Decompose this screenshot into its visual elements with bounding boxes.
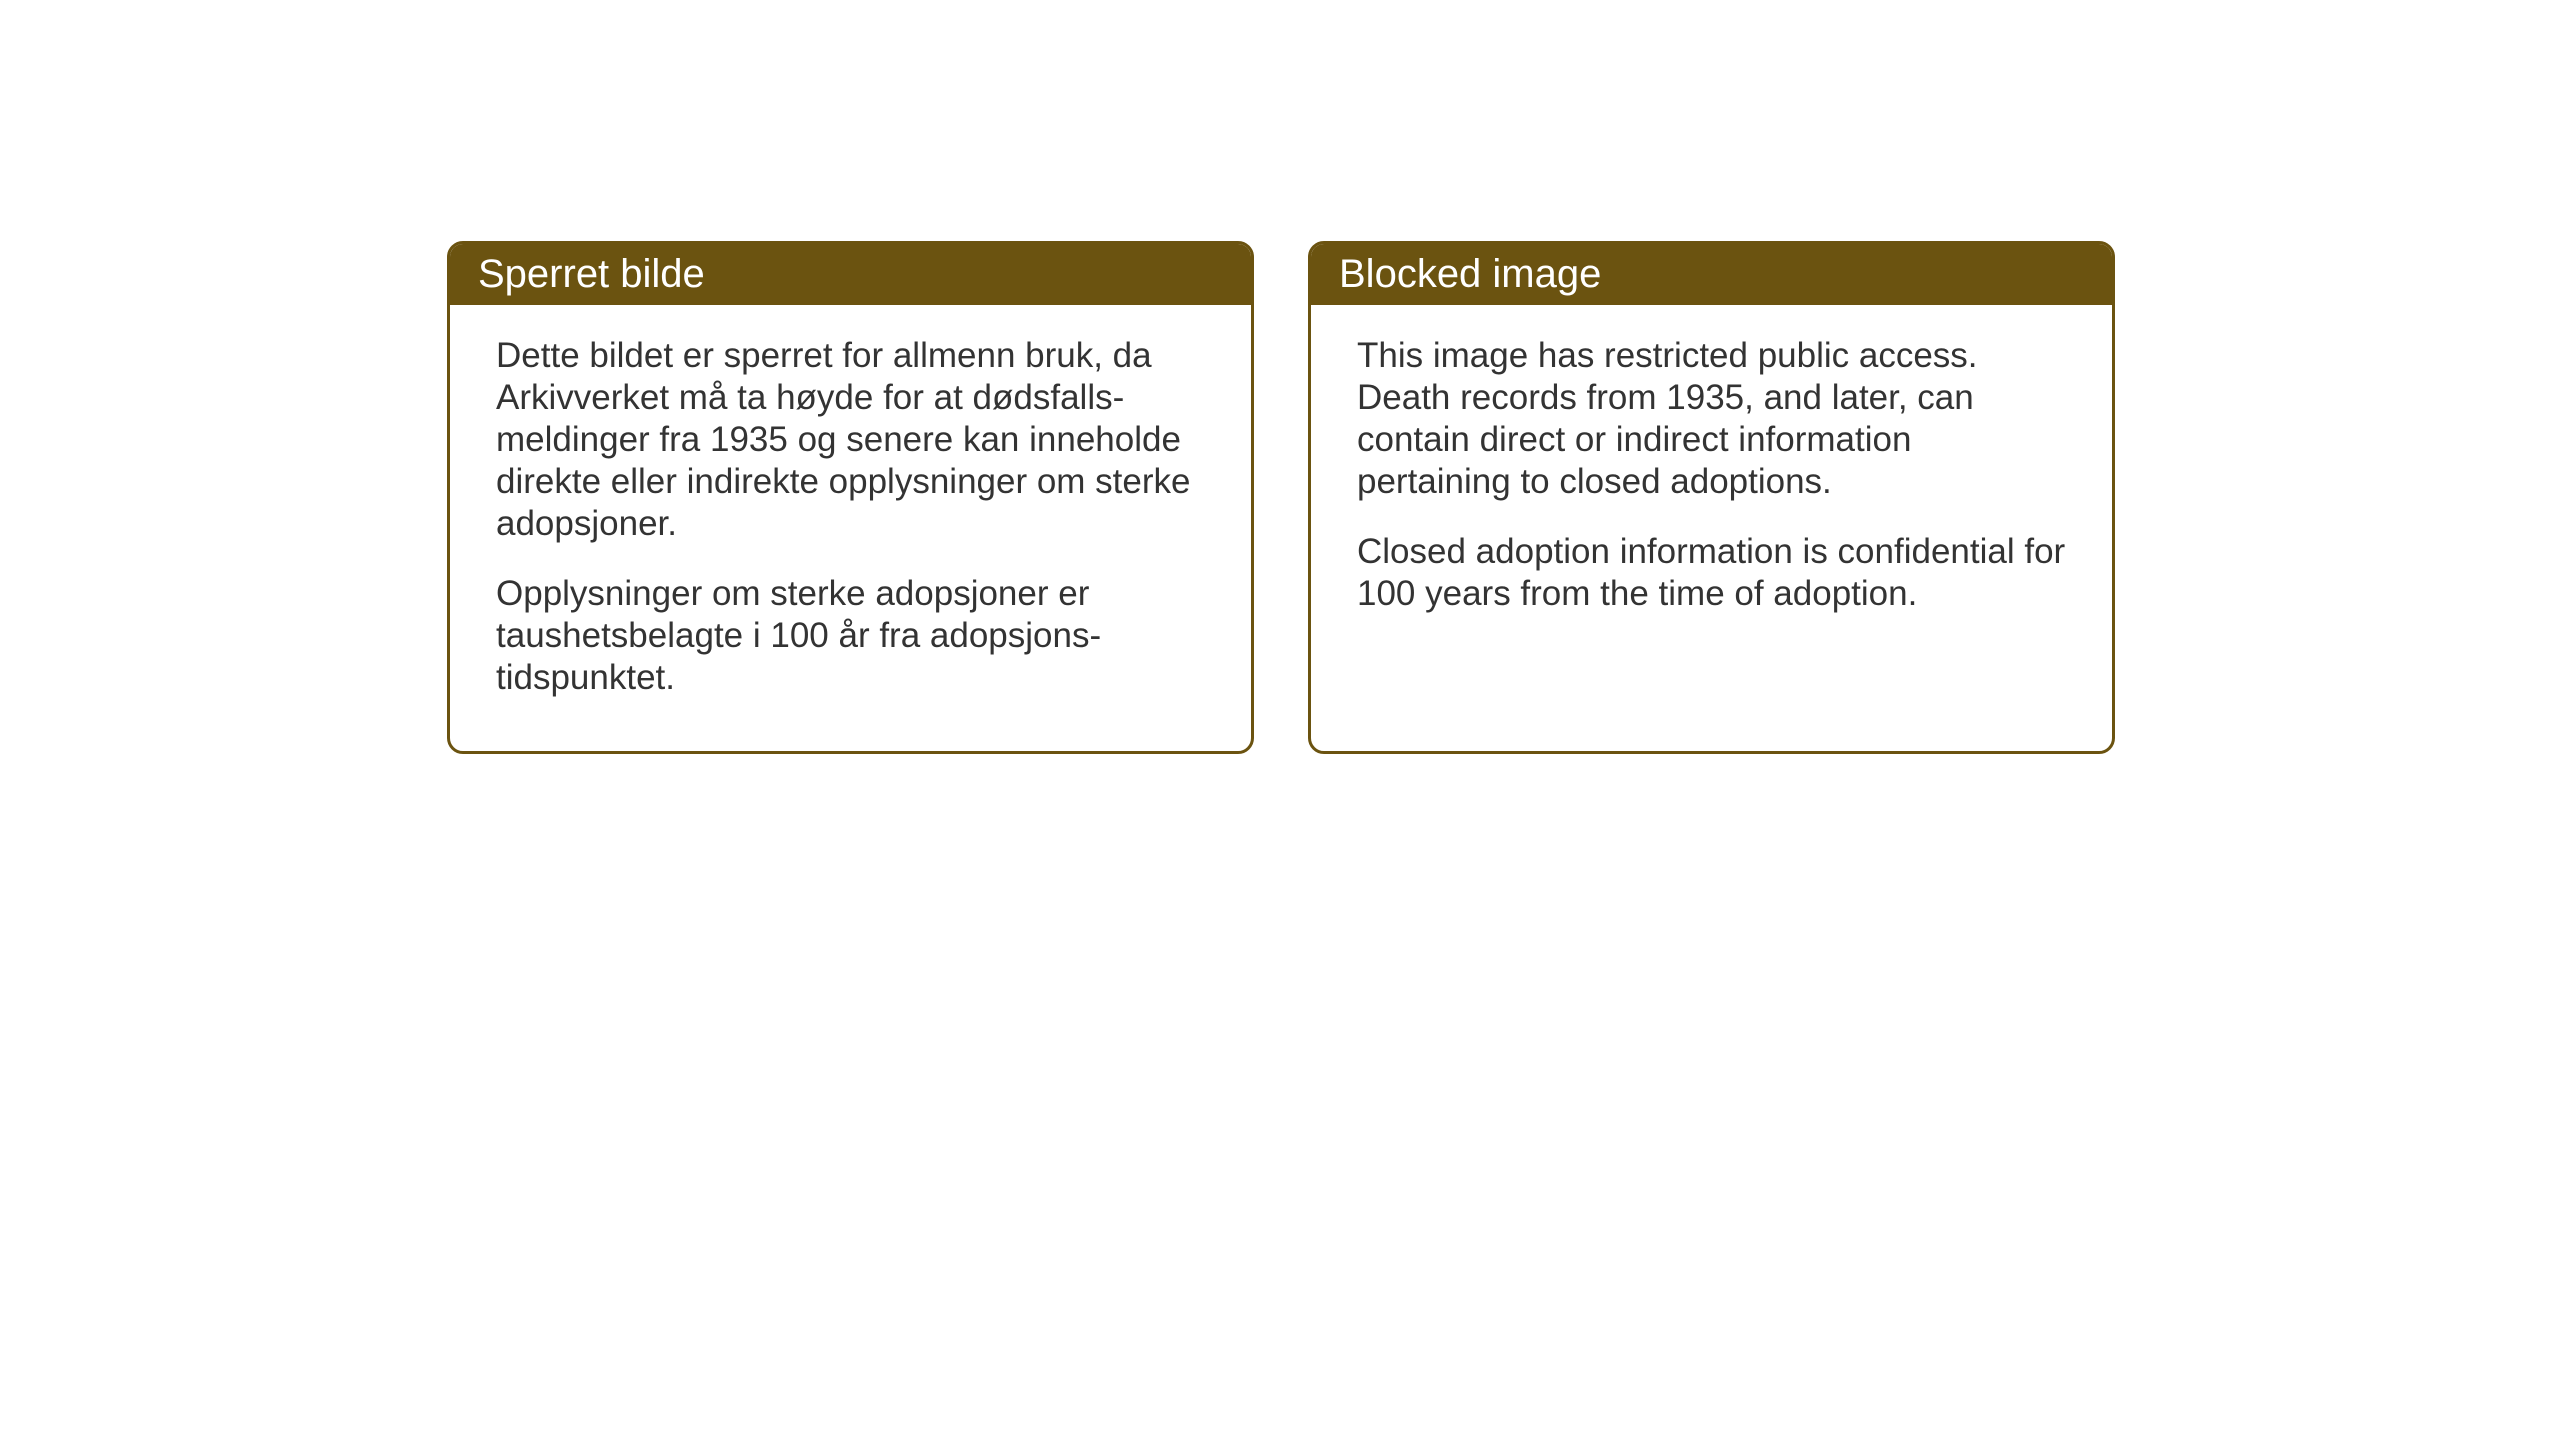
norwegian-notice-card: Sperret bilde Dette bildet er sperret fo… <box>447 241 1254 754</box>
notice-cards-container: Sperret bilde Dette bildet er sperret fo… <box>447 241 2115 754</box>
norwegian-paragraph-1: Dette bildet er sperret for allmenn bruk… <box>496 335 1205 545</box>
norwegian-card-title: Sperret bilde <box>450 244 1251 305</box>
english-card-title: Blocked image <box>1311 244 2112 305</box>
english-notice-card: Blocked image This image has restricted … <box>1308 241 2115 754</box>
english-paragraph-1: This image has restricted public access.… <box>1357 335 2066 503</box>
norwegian-paragraph-2: Opplysninger om sterke adopsjoner er tau… <box>496 573 1205 699</box>
english-paragraph-2: Closed adoption information is confident… <box>1357 531 2066 615</box>
english-card-body: This image has restricted public access.… <box>1311 305 2112 655</box>
norwegian-card-body: Dette bildet er sperret for allmenn bruk… <box>450 305 1251 739</box>
